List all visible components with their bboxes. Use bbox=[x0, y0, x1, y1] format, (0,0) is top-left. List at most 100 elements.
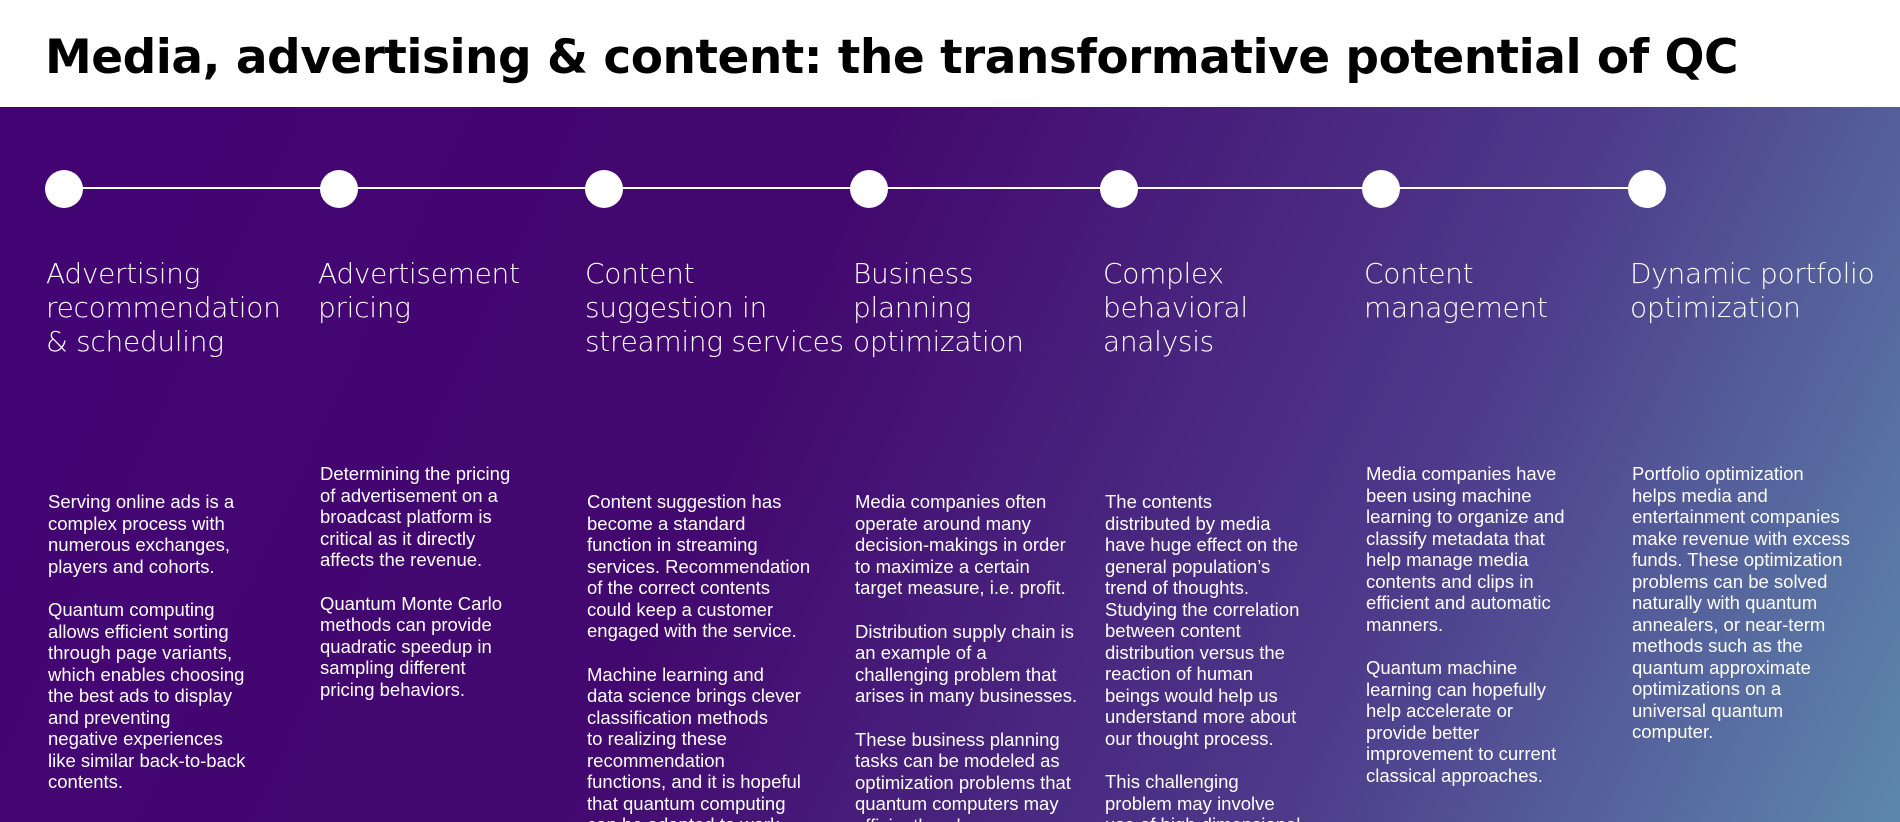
paragraph-line: the best ads to display bbox=[48, 685, 233, 706]
paragraph-line: optimizations on a bbox=[1632, 678, 1782, 699]
paragraph-line: challenging problem that bbox=[855, 663, 1057, 685]
paragraph-line: learning to organize and bbox=[1366, 506, 1565, 527]
paragraph-line: help manage media bbox=[1366, 549, 1529, 570]
paragraph-line: Distribution supply chain is bbox=[855, 620, 1075, 642]
paragraph-line: an example of a bbox=[855, 642, 987, 663]
paragraph-line: through page variants, bbox=[48, 642, 233, 663]
paragraph-line: funds. These optimization bbox=[1632, 549, 1843, 570]
paragraph-line: sampling different bbox=[320, 657, 466, 678]
paragraph-line: This challenging bbox=[1105, 771, 1239, 792]
paragraph-line: between content bbox=[1105, 620, 1241, 641]
column-title: Advertisement pricing bbox=[318, 257, 580, 325]
column-paragraph: Media companies often operate around many… bbox=[855, 491, 1100, 599]
paragraph-line: affects the revenue. bbox=[320, 549, 483, 570]
paragraph-line: classify metadata that bbox=[1366, 527, 1545, 549]
column-title-line: management bbox=[1364, 291, 1548, 324]
paragraph-line: helps media and bbox=[1632, 484, 1768, 506]
paragraph-line: negative experiences bbox=[48, 728, 223, 749]
paragraph-line: and preventing bbox=[48, 706, 171, 728]
column-paragraph: Determining the pricing of advertisement … bbox=[320, 463, 582, 571]
paragraph-line: methods such as the bbox=[1632, 635, 1803, 656]
column-title-line: analysis bbox=[1103, 325, 1214, 358]
paragraph-line: classification methods bbox=[587, 706, 768, 728]
paragraph-line: quantum computers may bbox=[855, 793, 1059, 814]
paragraph-line: could keep a customer bbox=[587, 598, 774, 620]
paragraph-line: of advertisement on a bbox=[320, 484, 498, 506]
paragraph-line: functions, and it is hopeful bbox=[587, 771, 801, 792]
column-paragraph: Machine learning and data science brings … bbox=[587, 664, 849, 822]
column-title-line: Content bbox=[1364, 257, 1474, 290]
column-title: Content suggestion in streaming services bbox=[585, 257, 847, 359]
paragraph-line: provide better bbox=[1366, 721, 1480, 743]
column-title-line: behavioral bbox=[1103, 291, 1248, 324]
column-title-line: recommendation bbox=[46, 291, 281, 324]
paragraph-line: contents and clips in bbox=[1366, 570, 1534, 592]
timeline-panel: Advertising recommendation & scheduling Ser… bbox=[0, 107, 1900, 822]
timeline-node bbox=[45, 170, 83, 208]
paragraph-line: quantum approximate bbox=[1632, 656, 1811, 678]
paragraph-line: Media companies have bbox=[1366, 463, 1557, 484]
column-title: Complex behavioral analysis bbox=[1103, 257, 1358, 359]
paragraph-line: general population’s bbox=[1105, 555, 1271, 577]
paragraph-line: allows efficient sorting bbox=[48, 620, 229, 642]
paragraph-line: Determining the pricing bbox=[320, 463, 511, 484]
paragraph-line: have huge effect on the bbox=[1105, 534, 1299, 555]
column-4: Business planning optimization Media compan… bbox=[853, 257, 1098, 822]
paragraph-line: arises in many businesses. bbox=[855, 685, 1078, 706]
paragraph-line: universal quantum bbox=[1632, 699, 1784, 721]
column-title-line: planning bbox=[853, 291, 972, 324]
paragraph-line: understand more about bbox=[1105, 706, 1297, 727]
column-title: Dynamic portfolio optimization bbox=[1630, 257, 1890, 325]
paragraph-line: trend of thoughts. bbox=[1105, 577, 1249, 598]
column-title: Business planning optimization bbox=[853, 257, 1098, 359]
paragraph-line: been using machine bbox=[1366, 484, 1532, 506]
paragraph-line: optimization problems that bbox=[855, 771, 1071, 793]
column-paragraph: Portfolio optimization helps media and ent… bbox=[1632, 463, 1892, 743]
header: Media, advertising & content: the transf… bbox=[0, 0, 1900, 107]
column-title: Content management bbox=[1364, 257, 1624, 325]
column-title-line: pricing bbox=[318, 291, 411, 324]
paragraph-line: use of high-dimensional bbox=[1105, 814, 1360, 822]
paragraph-line: Quantum machine bbox=[1366, 657, 1518, 678]
paragraph-line: which enables choosing bbox=[48, 663, 245, 685]
column-title-line: Advertisement bbox=[318, 257, 520, 290]
paragraph-line: naturally with quantum bbox=[1632, 592, 1818, 613]
column-title-line: & scheduling bbox=[46, 325, 224, 358]
column-5: Complex behavioral analysis The contents dis… bbox=[1103, 257, 1358, 822]
column-paragraph: Quantum machine learning can hopefully hel… bbox=[1366, 657, 1626, 786]
paragraph-line: entertainment companies bbox=[1632, 506, 1840, 527]
paragraph-line: make revenue with excess bbox=[1632, 527, 1850, 549]
paragraph-line: critical as it directly bbox=[320, 527, 476, 549]
column-paragraph: Media companies have been using machine le… bbox=[1366, 463, 1626, 635]
column-body: Media companies have been using machine le… bbox=[1364, 463, 1626, 808]
column-paragraph: Quantum computing allows efficient sortin… bbox=[48, 599, 310, 793]
column-body: The contents distributed by media have hug… bbox=[1103, 491, 1360, 822]
column-body: Media companies often operate around many… bbox=[853, 491, 1100, 822]
paragraph-line: Quantum Monte Carlo bbox=[320, 592, 503, 614]
column-title-line: streaming services bbox=[585, 325, 844, 358]
column-3: Content suggestion in streaming services Co… bbox=[585, 257, 847, 822]
paragraph-line: methods can provide bbox=[320, 614, 492, 635]
paragraph-line: Quantum computing bbox=[48, 599, 215, 620]
paragraph-line: contents. bbox=[48, 771, 124, 792]
paragraph-line: manners. bbox=[1366, 613, 1444, 635]
timeline-node bbox=[1362, 170, 1400, 208]
column-title-line: Business bbox=[853, 257, 974, 290]
column-title-line: optimization bbox=[853, 325, 1024, 358]
column-body: Serving online ads is a complex process w… bbox=[46, 491, 310, 815]
paragraph-line: improvement to current bbox=[1366, 743, 1557, 764]
paragraph-line: to realizing these bbox=[587, 728, 727, 749]
paragraph-line: complex process with bbox=[48, 512, 225, 534]
column-paragraph: Serving online ads is a complex process w… bbox=[48, 491, 310, 577]
column-1: Advertising recommendation & scheduling Ser… bbox=[46, 257, 308, 792]
paragraph-line: classical approaches. bbox=[1366, 764, 1543, 786]
column-paragraph: These business planning tasks can be mode… bbox=[855, 729, 1100, 822]
paragraph-line: our thought process. bbox=[1105, 727, 1274, 749]
column-title-line: Content bbox=[585, 257, 695, 290]
paragraph-line: become a standard bbox=[587, 512, 746, 534]
paragraph-line: Portfolio optimization bbox=[1632, 463, 1804, 484]
paragraph-line: beings would help us bbox=[1105, 684, 1278, 706]
paragraph-line: target measure, i.e. profit. bbox=[855, 577, 1066, 598]
paragraph-line: quadratic speedup in bbox=[320, 635, 492, 657]
paragraph-line: Studying the correlation bbox=[1105, 598, 1300, 620]
